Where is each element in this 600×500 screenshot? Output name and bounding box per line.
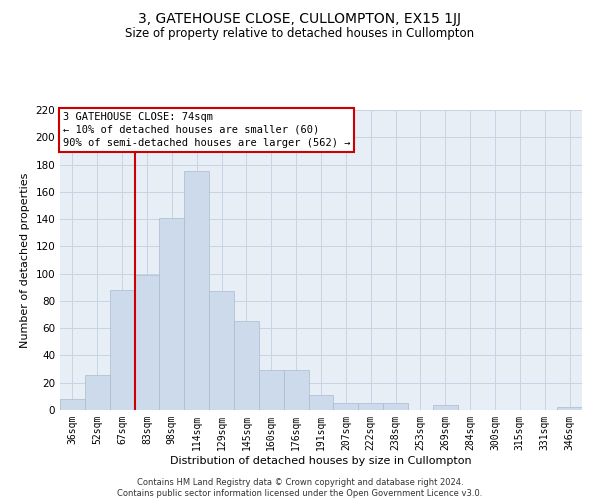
Bar [184, 172, 209, 410]
Bar [134, 275, 160, 410]
Bar [334, 403, 358, 410]
Bar [160, 218, 184, 410]
Bar [383, 403, 408, 410]
X-axis label: Distribution of detached houses by size in Cullompton: Distribution of detached houses by size … [170, 456, 472, 466]
Text: Size of property relative to detached houses in Cullompton: Size of property relative to detached ho… [125, 28, 475, 40]
Text: Contains HM Land Registry data © Crown copyright and database right 2024.
Contai: Contains HM Land Registry data © Crown c… [118, 478, 482, 498]
Bar [358, 403, 383, 410]
Bar [85, 374, 110, 410]
Bar [433, 404, 458, 410]
Text: 3, GATEHOUSE CLOSE, CULLOMPTON, EX15 1JJ: 3, GATEHOUSE CLOSE, CULLOMPTON, EX15 1JJ [139, 12, 461, 26]
Bar [60, 399, 85, 410]
Bar [557, 408, 582, 410]
Y-axis label: Number of detached properties: Number of detached properties [20, 172, 30, 348]
Text: 3 GATEHOUSE CLOSE: 74sqm
← 10% of detached houses are smaller (60)
90% of semi-d: 3 GATEHOUSE CLOSE: 74sqm ← 10% of detach… [62, 112, 350, 148]
Bar [234, 322, 259, 410]
Bar [259, 370, 284, 410]
Bar [284, 370, 308, 410]
Bar [209, 292, 234, 410]
Bar [110, 290, 134, 410]
Bar [308, 395, 334, 410]
